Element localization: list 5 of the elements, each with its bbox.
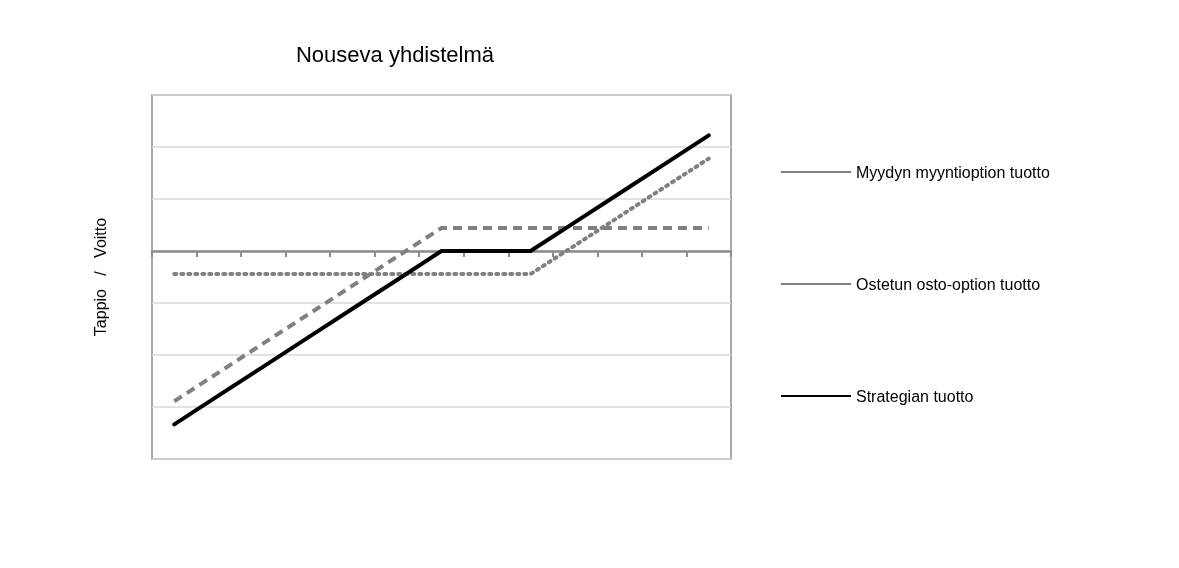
legend-label: Myydyn myyntioption tuotto [856, 163, 1050, 181]
chart-title: Nouseva yhdistelmä [295, 41, 495, 67]
legend-label: Ostetun osto-option tuotto [856, 275, 1041, 293]
legend-label: Strategian tuotto [856, 387, 974, 405]
y-axis-title: Tappio / Voitto [91, 217, 109, 337]
